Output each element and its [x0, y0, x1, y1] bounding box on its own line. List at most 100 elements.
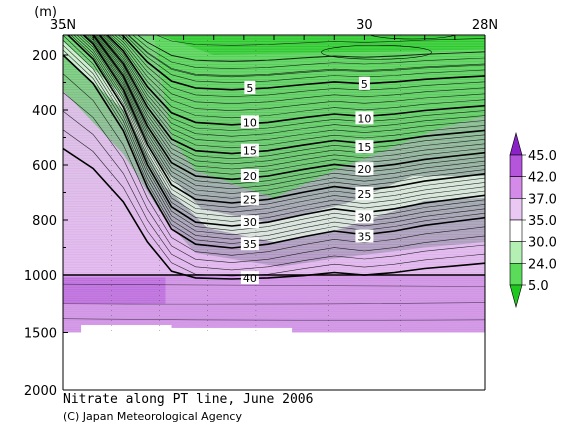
contour-loop	[369, 35, 456, 40]
contour-line-15	[98, 35, 485, 155]
y-unit-label: (m)	[34, 5, 57, 20]
colorbar-segment	[509, 263, 523, 286]
contour-line-minor	[73, 35, 485, 218]
contour-line-minor	[128, 35, 485, 77]
contour-label: 10	[243, 116, 257, 129]
contour-line-minor	[127, 35, 485, 78]
contour-line-minor	[124, 35, 485, 84]
credit-line: (C) Japan Meteorological Agency	[63, 410, 242, 423]
contour-label-bg	[355, 186, 374, 200]
contour-line-minor	[111, 35, 485, 112]
contour-label: 15	[243, 145, 257, 158]
contour-line-minor	[63, 35, 485, 231]
colorbar-segment	[509, 154, 523, 177]
y-tick-label: 200	[32, 49, 57, 64]
contour-line-30	[66, 35, 485, 227]
axes: 35N 30 28N (m) 200 400 600 800 1000 1500 2000	[24, 5, 498, 399]
contour-label: 20	[357, 163, 371, 176]
contour-line-5	[120, 35, 485, 91]
y-tick-label: 1500	[24, 327, 57, 342]
contour-line-minor	[63, 92, 485, 263]
contour-label: 25	[243, 193, 257, 206]
contour-line-minor	[155, 35, 485, 46]
contour-label: 5	[361, 78, 368, 91]
colorbar-top-triangle	[509, 131, 523, 156]
contour-line-minor	[90, 35, 485, 185]
y-tick-label: 400	[32, 104, 57, 119]
contour-label-bg	[240, 192, 259, 206]
contour-label-bg	[355, 162, 374, 176]
colorbar-label: 42.0	[528, 171, 557, 186]
contour-line-minor	[104, 35, 485, 131]
contour-label-bg	[240, 237, 259, 251]
contour-line-35	[63, 54, 485, 249]
band-low-nitrate	[158, 35, 485, 55]
contour-label-bg	[358, 76, 370, 90]
contour-line-minor	[86, 35, 485, 194]
colorbar-bottom-triangle	[509, 284, 523, 309]
chart-title: Nitrate along PT line, June 2006	[63, 392, 314, 407]
contour-label-bg	[244, 81, 256, 94]
y-tick-label: 1000	[24, 269, 57, 284]
colorbar-label: 45.0	[528, 149, 557, 164]
contour-line-minor	[63, 49, 485, 244]
contour-line-minor	[84, 35, 485, 199]
colorbar: 45.0 42.0 37.0 35.0 30.0 24.0 5.0	[509, 131, 557, 309]
contour-line-deep	[63, 302, 485, 305]
contour-line-minor	[96, 35, 485, 165]
contour-line-minor	[103, 35, 485, 137]
colorbar-label: 37.0	[528, 192, 557, 207]
contour-line-minor	[108, 35, 485, 119]
contour-label: 30	[243, 216, 257, 229]
contour-label: 5	[246, 82, 253, 95]
contour-line-minor	[114, 35, 485, 105]
contour-line-minor	[63, 44, 485, 240]
contour-label-bg	[240, 169, 259, 182]
contour-line-minor	[63, 39, 485, 236]
contour-label: 35	[357, 231, 371, 244]
contour-line-40	[63, 147, 485, 280]
contour-label: 10	[357, 112, 371, 125]
contour-line-minor	[63, 110, 485, 271]
colorbar-segment	[509, 219, 523, 242]
contour-label-bg	[355, 140, 374, 154]
contour-line-25	[82, 35, 485, 204]
x-tick-label: 28N	[472, 18, 498, 33]
contour-line-minor	[63, 73, 485, 256]
colorbar-label: 30.0	[528, 236, 557, 251]
y-tick-label: 2000	[24, 384, 57, 399]
contour-line-minor	[97, 35, 485, 160]
contour-label-bg	[240, 215, 259, 229]
contour-label: 30	[357, 211, 371, 224]
contour-line-minor	[95, 35, 485, 170]
contour-line-minor	[132, 35, 485, 70]
colorbar-label: 5.0	[528, 279, 549, 294]
contour-line-minor	[88, 35, 485, 190]
contour-line-minor	[117, 35, 485, 98]
contour-line-minor	[94, 35, 485, 175]
contour-label: 15	[357, 141, 371, 154]
colorbar-segment	[509, 241, 523, 264]
contour-line-minor	[137, 35, 485, 62]
nodata-notch	[81, 325, 172, 334]
contour-line-minor	[76, 35, 485, 213]
y-tick-label: 600	[32, 159, 57, 174]
contour-line-minor	[101, 35, 485, 143]
contour-label-bg	[240, 115, 259, 129]
contour-line-deep	[63, 283, 485, 287]
contour-loop	[321, 44, 432, 60]
band-light-purple	[63, 90, 485, 275]
contour-label: 25	[357, 188, 371, 201]
contour-line-minor	[100, 35, 485, 149]
colorbar-label: 35.0	[528, 214, 557, 229]
x-tick-label: 30	[356, 18, 373, 33]
contour-label: 35	[243, 238, 257, 251]
colorbar-label: 24.0	[528, 257, 557, 272]
x-tick-label: 35N	[50, 18, 76, 33]
contour-label: 20	[243, 170, 257, 183]
band-pale	[63, 41, 485, 242]
nodata-region	[63, 332, 485, 390]
nodata-notch	[171, 327, 293, 334]
band-deep-purple-core	[63, 277, 166, 304]
contour-label: 40	[243, 272, 257, 285]
